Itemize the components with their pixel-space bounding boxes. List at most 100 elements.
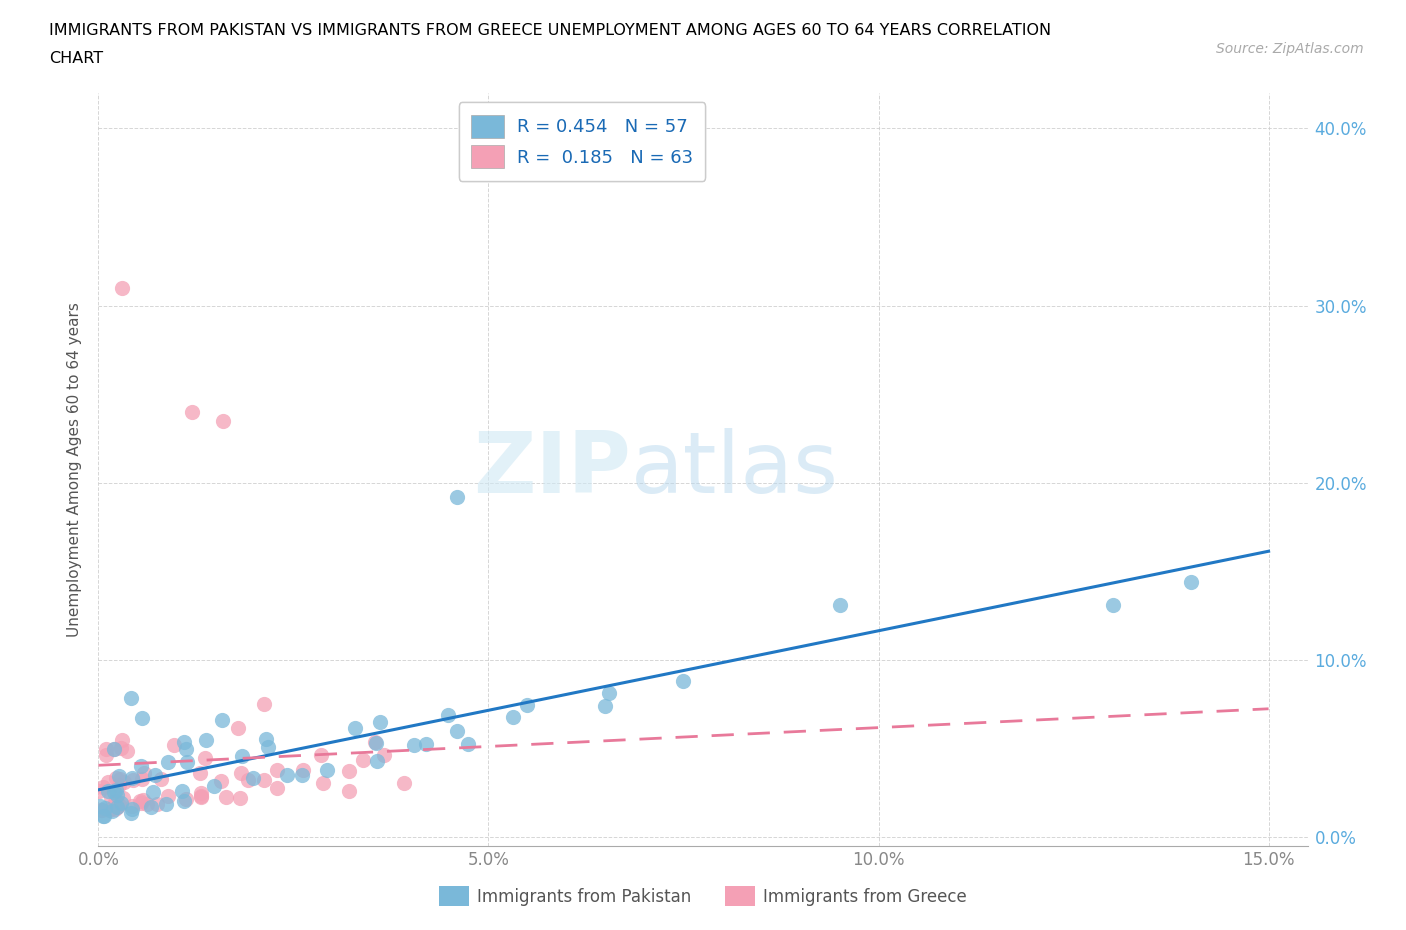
Point xyxy=(253,773,276,788)
Point xyxy=(93,779,115,794)
Point xyxy=(91,808,114,823)
Point xyxy=(211,774,233,789)
Point xyxy=(87,783,110,798)
Point xyxy=(135,796,157,811)
Point xyxy=(436,708,458,723)
Point xyxy=(172,783,194,798)
Point xyxy=(146,797,169,812)
Point xyxy=(315,763,337,777)
Point xyxy=(190,790,212,804)
Point xyxy=(97,783,120,798)
Point xyxy=(231,765,253,780)
Point xyxy=(105,800,128,815)
Point xyxy=(502,710,524,724)
Point xyxy=(108,772,131,787)
Point xyxy=(142,784,165,799)
Point xyxy=(598,686,620,701)
Point xyxy=(292,763,315,777)
Point xyxy=(93,801,115,816)
Point xyxy=(131,711,153,725)
Point xyxy=(111,733,134,748)
Point xyxy=(672,673,695,688)
Point xyxy=(94,747,117,762)
Y-axis label: Unemployment Among Ages 60 to 64 years: Unemployment Among Ages 60 to 64 years xyxy=(67,302,83,637)
Point xyxy=(276,768,298,783)
Point xyxy=(104,795,127,810)
Point xyxy=(212,414,235,429)
Point xyxy=(190,785,212,800)
Point xyxy=(828,597,851,612)
Point xyxy=(257,739,280,754)
Point xyxy=(231,748,253,763)
Point xyxy=(145,768,167,783)
Point xyxy=(190,789,212,804)
Text: IMMIGRANTS FROM PAKISTAN VS IMMIGRANTS FROM GREECE UNEMPLOYMENT AMONG AGES 60 TO: IMMIGRANTS FROM PAKISTAN VS IMMIGRANTS F… xyxy=(49,23,1052,38)
Point xyxy=(103,741,125,756)
Point xyxy=(155,796,177,811)
Point xyxy=(1101,597,1123,612)
Point xyxy=(309,748,332,763)
Point xyxy=(364,736,387,751)
Point xyxy=(129,794,152,809)
Point xyxy=(103,794,125,809)
Point xyxy=(195,732,218,747)
Point xyxy=(366,753,388,768)
Point xyxy=(344,721,367,736)
Point xyxy=(150,772,173,787)
Point xyxy=(105,788,128,803)
Point xyxy=(100,790,122,804)
Point xyxy=(266,763,288,777)
Point xyxy=(174,741,197,756)
Point xyxy=(120,805,142,820)
Point xyxy=(156,789,179,804)
Point xyxy=(291,767,314,782)
Point xyxy=(188,765,211,780)
Point xyxy=(129,759,152,774)
Point xyxy=(176,755,198,770)
Point xyxy=(121,771,143,786)
Point xyxy=(352,752,374,767)
Point xyxy=(131,772,153,787)
Point xyxy=(104,802,127,817)
Point xyxy=(163,737,186,752)
Text: atlas: atlas xyxy=(630,428,838,512)
Text: Source: ZipAtlas.com: Source: ZipAtlas.com xyxy=(1216,42,1364,56)
Point xyxy=(368,715,391,730)
Point xyxy=(236,772,259,787)
Point xyxy=(93,809,115,824)
Point xyxy=(339,784,361,799)
Point xyxy=(215,790,238,804)
Point xyxy=(105,800,128,815)
Point xyxy=(253,696,276,711)
Point xyxy=(108,769,131,784)
Point xyxy=(101,804,124,818)
Point xyxy=(242,770,264,785)
Point xyxy=(194,751,217,766)
Point xyxy=(266,780,288,795)
Point xyxy=(111,281,134,296)
Point xyxy=(394,775,416,790)
Point xyxy=(173,793,195,808)
Point xyxy=(254,731,277,746)
Point xyxy=(132,793,155,808)
Point xyxy=(132,766,155,781)
Point xyxy=(226,721,249,736)
Point xyxy=(173,735,195,750)
Legend: Immigrants from Pakistan, Immigrants from Greece: Immigrants from Pakistan, Immigrants fro… xyxy=(432,880,974,912)
Point xyxy=(1180,575,1202,590)
Point xyxy=(107,797,129,812)
Point xyxy=(457,736,479,751)
Point xyxy=(110,741,132,756)
Point xyxy=(96,741,118,756)
Point xyxy=(97,775,120,790)
Point xyxy=(104,783,127,798)
Point xyxy=(402,737,425,752)
Point xyxy=(131,796,153,811)
Point xyxy=(121,799,143,814)
Point xyxy=(202,778,225,793)
Point xyxy=(111,790,134,805)
Point xyxy=(103,742,125,757)
Point xyxy=(89,799,111,814)
Point xyxy=(415,737,437,751)
Point xyxy=(176,792,198,807)
